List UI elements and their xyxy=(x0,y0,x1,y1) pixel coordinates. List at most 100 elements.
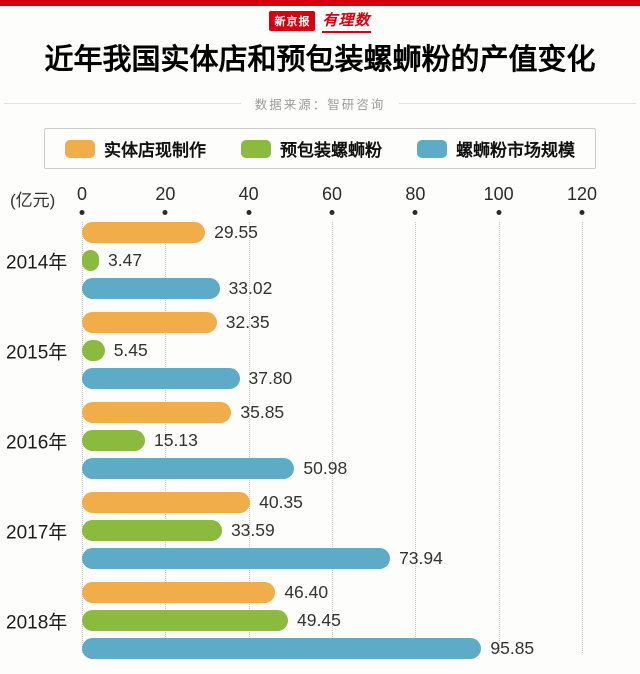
axis-tick-label: 120 xyxy=(566,184,598,204)
bar-row: 50.98 xyxy=(82,458,582,479)
gridline xyxy=(498,222,500,653)
header: 新京报 有理数 xyxy=(0,9,640,33)
source-row: 数据来源：智研咨询 xyxy=(4,94,637,113)
axis-tick-dot xyxy=(496,210,502,215)
bar-value-label: 15.13 xyxy=(154,430,198,450)
bar xyxy=(82,312,217,333)
page-title: 近年我国实体店和预包装螺蛳粉的产值变化 xyxy=(44,44,596,76)
data-source: 数据来源：智研咨询 xyxy=(254,98,386,112)
gridline xyxy=(415,222,417,653)
bar-row: 95.85 xyxy=(82,638,582,659)
axis-tick-label: 40 xyxy=(238,184,259,204)
bar-row: 37.80 xyxy=(82,368,582,389)
bar-row: 33.59 xyxy=(82,520,582,541)
top-red-strip xyxy=(0,0,640,6)
bar xyxy=(82,278,220,299)
bar-group: 2015年 32.35 5.45 37.80 xyxy=(6,312,582,389)
bar-row: 40.35 xyxy=(82,492,582,513)
bar-value-label: 35.85 xyxy=(240,402,285,422)
bar xyxy=(82,638,482,659)
bar xyxy=(82,430,146,451)
axis-ticks: 0 20 40 60 80 100 120 xyxy=(77,184,597,208)
bar xyxy=(82,610,289,631)
legend-swatch xyxy=(65,139,95,158)
bar xyxy=(82,340,105,361)
bar-value-label: 40.35 xyxy=(259,492,303,512)
legend-item: 实体店现制作 xyxy=(65,136,206,161)
chart-groups: 2014年 29.55 3.47 33.02 2015年 32.35 5.45 37.80 20… xyxy=(6,222,582,659)
gridline xyxy=(248,222,250,653)
bar-value-label: 32.35 xyxy=(225,312,270,332)
legend: 实体店现制作 预包装螺蛳粉 螺蛳粉市场规模 xyxy=(44,128,596,169)
divider-line-left xyxy=(4,103,241,104)
bar-row: 15.13 xyxy=(82,430,582,451)
legend-item: 预包装螺蛳粉 xyxy=(241,136,382,161)
axis-tick-label: 20 xyxy=(155,184,176,204)
bar-row: 5.45 xyxy=(82,340,582,361)
year-label: 2015年 xyxy=(6,342,68,363)
axis-tick-label: 80 xyxy=(405,184,426,204)
bar-row: 29.55 xyxy=(82,222,582,243)
axis-tick-label: 60 xyxy=(321,184,343,204)
bar xyxy=(82,222,206,243)
bar-value-label: 49.45 xyxy=(297,610,341,630)
bar xyxy=(82,458,295,479)
bar-row: 35.85 xyxy=(82,402,582,423)
gridline xyxy=(332,222,333,653)
bar-value-label: 29.55 xyxy=(214,222,258,242)
bar-row: 49.45 xyxy=(82,610,582,631)
beijing-news-logo: 新京报 xyxy=(269,11,316,31)
bar xyxy=(82,492,251,513)
bar-group: 2016年 35.85 15.13 50.98 xyxy=(6,402,582,479)
axis-tick-dot xyxy=(162,210,168,215)
bar-value-label: 3.47 xyxy=(108,250,143,270)
bar-row: 3.47 xyxy=(82,250,582,271)
axis-dots xyxy=(79,208,585,220)
year-label: 2016年 xyxy=(6,432,68,453)
divider-line-right xyxy=(399,103,637,104)
axis-tick-dot xyxy=(579,210,585,215)
legend-swatch xyxy=(241,139,271,158)
bar xyxy=(82,582,276,603)
bar xyxy=(82,402,232,423)
axis-row: (亿元) 0 20 40 60 80 100 120 xyxy=(0,184,640,210)
bar-value-label: 37.80 xyxy=(248,368,293,388)
bar-group: 2014年 29.55 3.47 33.02 xyxy=(6,222,582,299)
bar-value-label: 50.98 xyxy=(303,458,348,478)
axis-tick-dot xyxy=(79,210,85,215)
bar-value-label: 46.40 xyxy=(284,582,329,602)
legend-label: 预包装螺蛳粉 xyxy=(280,141,382,160)
bar xyxy=(82,520,222,541)
bar xyxy=(82,368,240,389)
legend-label: 实体店现制作 xyxy=(104,141,206,160)
bar xyxy=(82,250,99,271)
year-label: 2018年 xyxy=(6,612,68,633)
gridline xyxy=(582,222,583,653)
year-label: 2017年 xyxy=(6,522,68,543)
bar-value-label: 95.85 xyxy=(490,638,535,658)
bar-row: 73.94 xyxy=(82,548,582,569)
axis-tick-dot xyxy=(412,210,418,215)
axis-tick-label: 0 xyxy=(76,184,88,204)
bar xyxy=(82,548,391,569)
bar-group: 2018年 46.40 49.45 95.85 xyxy=(6,582,582,659)
bar-row: 33.02 xyxy=(82,278,582,299)
axis-tick-label: 100 xyxy=(483,184,514,204)
bar-value-label: 5.45 xyxy=(113,340,148,360)
axis-tick-dot xyxy=(246,210,252,215)
bar-row: 46.40 xyxy=(82,582,582,603)
chart-area: 2014年 29.55 3.47 33.02 2015年 32.35 5.45 37.80 20… xyxy=(6,222,583,659)
gridline xyxy=(165,222,167,653)
legend-item: 螺蛳粉市场规模 xyxy=(417,136,575,161)
bar-value-label: 33.59 xyxy=(230,520,275,540)
youlishu-logo: 有理数 xyxy=(322,9,371,33)
bar-group: 2017年 40.35 33.59 73.94 xyxy=(6,492,582,569)
bar-value-label: 33.02 xyxy=(228,278,273,298)
axis-unit-label: (亿元) xyxy=(10,191,56,210)
legend-swatch xyxy=(417,139,447,158)
bar-value-label: 73.94 xyxy=(399,548,443,568)
year-label: 2014年 xyxy=(6,252,68,273)
axis-tick-dot xyxy=(329,210,335,215)
bar-row: 32.35 xyxy=(82,312,582,333)
